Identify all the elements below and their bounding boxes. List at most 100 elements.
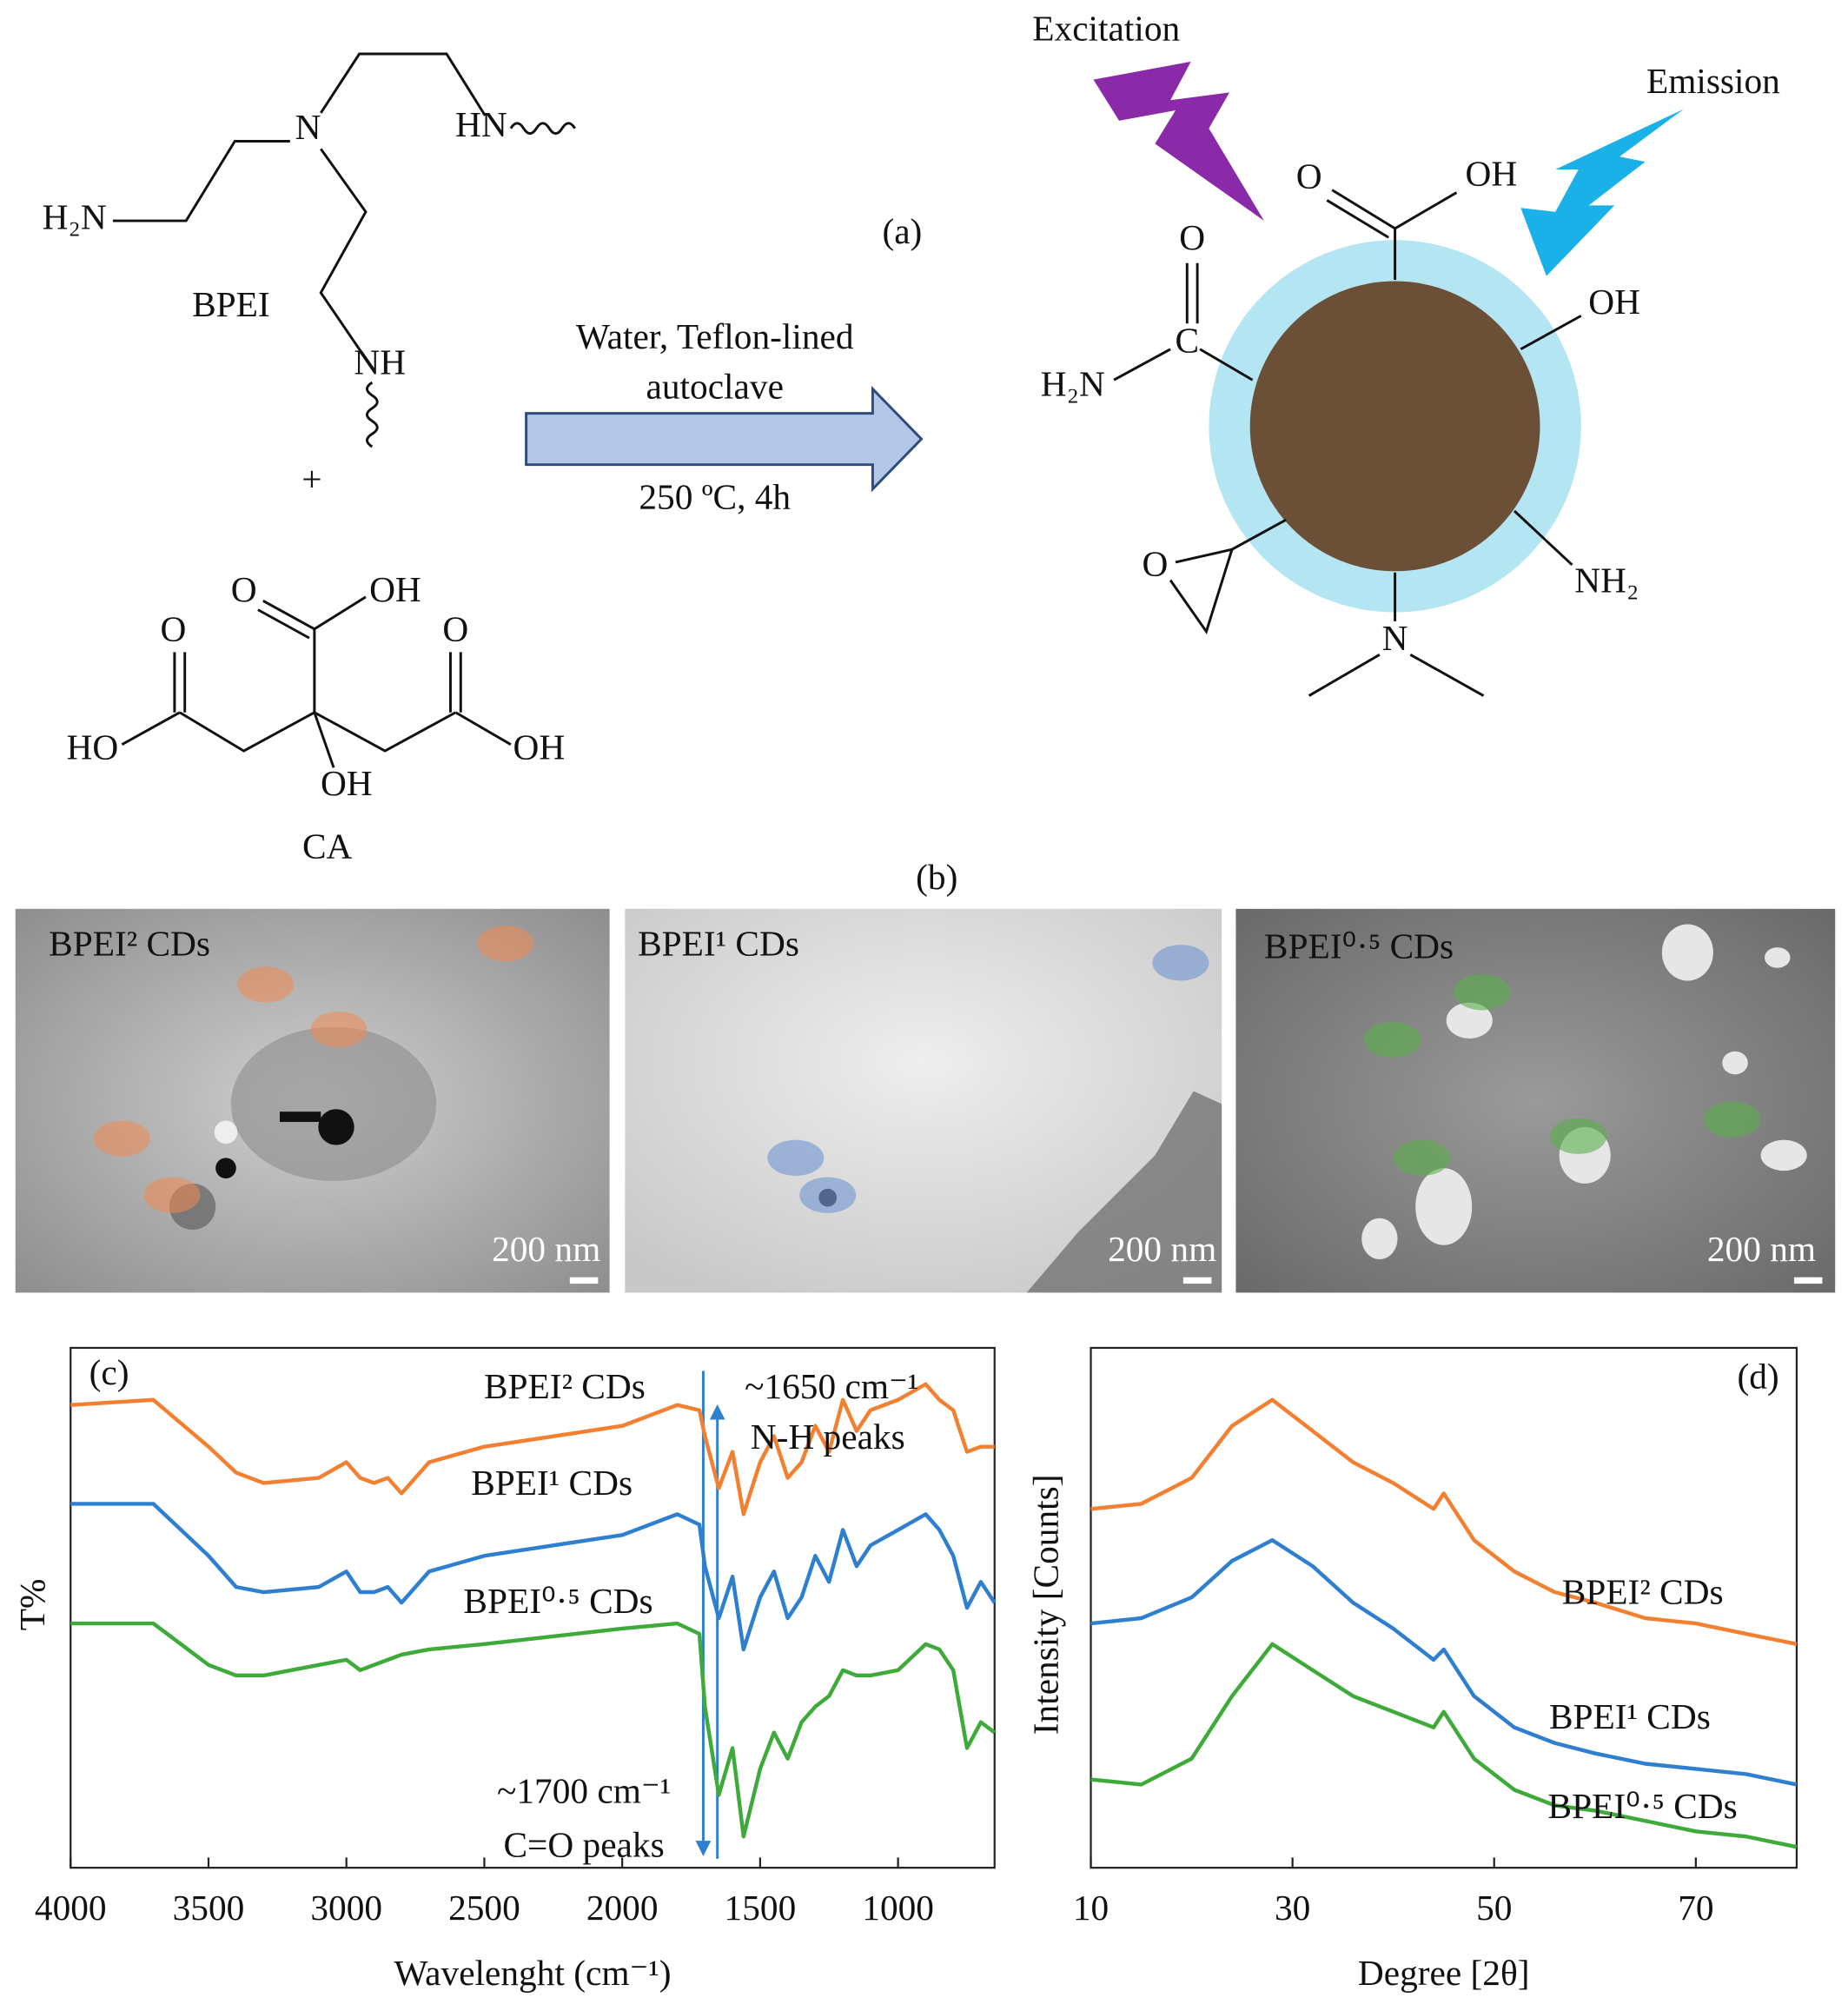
tem-image: BPEI⁰·⁵ CDs 200 nm	[1235, 908, 1836, 1293]
x-tick-label: 70	[1678, 1888, 1713, 1928]
x-tick-label: 2500	[448, 1888, 520, 1928]
highlight	[93, 1120, 150, 1157]
tem-feature	[1760, 1139, 1807, 1171]
tem-label: BPEI⁰·⁵ CDs	[1264, 926, 1454, 966]
x-tick-label: 4000	[35, 1888, 107, 1928]
tem-feature	[215, 1158, 236, 1178]
atom-label: NH	[354, 342, 406, 382]
condition-text: autoclave	[646, 367, 784, 407]
bond	[1409, 654, 1485, 697]
tem-feature	[1361, 1218, 1398, 1260]
series-label: BPEI¹ CDs	[1549, 1696, 1711, 1736]
bond	[454, 711, 512, 746]
panel-label: (a)	[882, 211, 922, 252]
atom-label: O	[1296, 156, 1322, 196]
tem-image: BPEI¹ CDs 200 nm	[625, 908, 1222, 1293]
molecule-name: BPEI	[192, 284, 270, 324]
scale-label: 200 nm	[1707, 1229, 1816, 1269]
bond	[1331, 189, 1396, 230]
x-tick-label: 2000	[586, 1888, 659, 1928]
tem-feature	[318, 1109, 354, 1145]
annotation: N-H peaks	[751, 1417, 905, 1457]
ca-structure: O OH O HO O OH OH CA	[66, 569, 565, 866]
highlight	[1704, 1101, 1761, 1138]
x-tick-label: 30	[1275, 1888, 1310, 1928]
atom-label: O	[1142, 543, 1168, 583]
tem-feature	[1446, 1002, 1493, 1039]
bond	[112, 140, 290, 222]
bond	[1169, 548, 1234, 635]
atom-label: OH	[321, 763, 373, 803]
highlight	[1364, 1021, 1421, 1059]
atom-label: OH	[513, 727, 566, 767]
highlight	[477, 925, 534, 962]
tem-image: BPEI² CDs 200 nm	[15, 908, 610, 1293]
tem-feature	[1026, 1091, 1222, 1293]
x-tick-label: 1000	[862, 1888, 934, 1928]
atom-label: N	[1382, 618, 1408, 658]
highlight	[1454, 974, 1511, 1011]
carbon-dot: Excitation Emission O OH OH O C H₂N NH₂ …	[1032, 8, 1780, 697]
atom-label: H₂N	[1041, 364, 1105, 404]
emission-bolt	[1520, 109, 1684, 276]
atom-label: C	[1176, 320, 1200, 360]
bond	[1231, 518, 1287, 551]
condition-text: 250 ºC, 4h	[639, 477, 791, 517]
tem-background	[1235, 908, 1836, 1293]
atom-label: OH	[1466, 153, 1518, 193]
tem-label: BPEI² CDs	[49, 924, 210, 964]
bond	[1113, 348, 1171, 382]
molecule-name: CA	[302, 826, 353, 866]
bond	[313, 712, 335, 768]
plot-frame	[1090, 1346, 1798, 1869]
y-axis-label: Intensity [Counts]	[1026, 1474, 1066, 1735]
data-line	[70, 1382, 995, 1517]
bond	[1199, 348, 1254, 382]
highlight	[767, 1139, 825, 1177]
bond	[1308, 654, 1381, 697]
highlight	[237, 966, 295, 1003]
data-line	[70, 1502, 997, 1652]
highlight	[799, 1177, 857, 1213]
data-line	[1090, 1642, 1798, 1849]
panel-label: (d)	[1737, 1356, 1778, 1397]
plus-sign: +	[301, 459, 321, 499]
tem-feature	[1415, 1168, 1473, 1245]
highlight	[1550, 1118, 1607, 1154]
tem-feature	[1661, 924, 1713, 981]
x-tick-label: 3000	[310, 1888, 382, 1928]
atom-label: O	[160, 609, 186, 649]
highlight	[310, 1011, 368, 1048]
condition-text: Water, Teflon-lined	[576, 316, 854, 356]
atom-label: O	[231, 569, 257, 609]
bond	[1520, 315, 1582, 351]
dot-core	[1249, 281, 1540, 572]
series-label: BPEI⁰·⁵ CDs	[463, 1581, 652, 1621]
bond	[319, 148, 368, 355]
highlight	[1394, 1139, 1451, 1177]
bond	[257, 608, 310, 640]
x-axis-label: Degree [2θ]	[1358, 1953, 1530, 1993]
excitation-label: Excitation	[1032, 8, 1180, 48]
bond	[1513, 509, 1573, 566]
annotation: C=O peaks	[503, 1824, 664, 1864]
x-tick-label: 50	[1476, 1888, 1512, 1928]
bond	[320, 52, 487, 116]
annotation: ~1700 cm⁻¹	[497, 1770, 671, 1810]
x-tick-label: 10	[1073, 1888, 1109, 1928]
x-tick-label: 3500	[173, 1888, 245, 1928]
scale-label: 200 nm	[1108, 1229, 1216, 1269]
atom-label: O	[1179, 217, 1205, 257]
bond	[1175, 548, 1233, 564]
atom-label: O	[442, 609, 468, 649]
plot-frame	[70, 1346, 996, 1869]
x-tick-label: 1500	[725, 1888, 797, 1928]
scale-bar	[569, 1277, 599, 1284]
atom-label: H₂N	[43, 197, 107, 237]
tem-feature	[1764, 947, 1791, 968]
y-axis-label: T%	[12, 1579, 52, 1631]
data-line	[1090, 1537, 1798, 1787]
excitation-bolt	[1093, 61, 1264, 222]
emission-label: Emission	[1646, 61, 1780, 101]
